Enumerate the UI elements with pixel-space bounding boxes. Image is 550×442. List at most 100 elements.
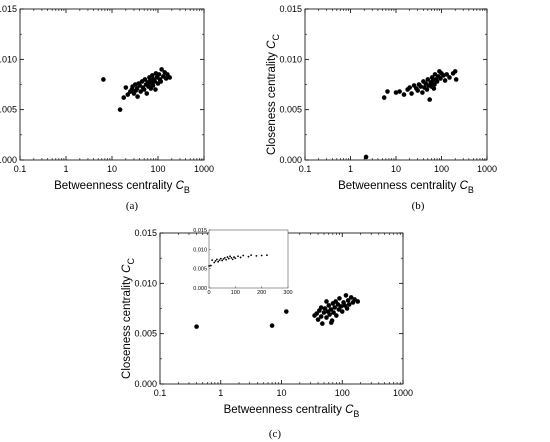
inset-data-point — [260, 254, 263, 257]
data-point — [397, 89, 402, 94]
data-point — [431, 86, 437, 91]
data-point — [328, 320, 334, 325]
inset-y-tick-label: 0.005 — [193, 267, 207, 273]
data-point — [363, 154, 369, 160]
data-point — [438, 76, 443, 81]
data-point — [156, 72, 162, 77]
inset-data-point — [226, 256, 229, 258]
plot-frame — [304, 8, 488, 161]
inset-data-point — [209, 264, 212, 267]
data-point — [345, 298, 351, 303]
y-tick-label: 0.000 — [134, 379, 157, 389]
data-point — [334, 313, 339, 318]
x-axis-label: Betweenness centrality CB — [54, 180, 190, 195]
data-point — [415, 88, 421, 93]
data-point — [318, 305, 324, 310]
caption-c: (c) — [269, 428, 282, 440]
y-axis-label: Closeness centrality CC — [121, 258, 136, 379]
data-point — [327, 312, 332, 317]
inset-data-point — [255, 255, 258, 257]
data-point — [135, 94, 140, 99]
data-point — [320, 321, 325, 326]
inset-data-point — [213, 261, 216, 264]
x-axis-label: Betweenness centrality CB — [338, 180, 474, 195]
inset-data-point — [247, 255, 250, 258]
data-point — [117, 107, 123, 112]
data-point — [144, 91, 150, 96]
data-point — [393, 90, 399, 95]
data-point — [121, 95, 127, 100]
x-tick-label: 1 — [63, 164, 68, 174]
inset-data-point — [233, 256, 235, 258]
data-point — [142, 77, 148, 82]
data-point — [194, 324, 199, 329]
data-point — [150, 83, 156, 88]
inset-x-tick-label: 200 — [257, 290, 266, 296]
data-point — [344, 306, 350, 311]
inset-data-point — [222, 258, 225, 260]
inset-y-tick-label: 0.010 — [193, 247, 207, 253]
inset-data-point — [242, 254, 245, 257]
data-point — [328, 307, 334, 312]
data-point — [385, 89, 390, 94]
data-point — [159, 67, 164, 72]
inset-data-point — [231, 258, 234, 261]
inset-y-tick-label: 0.015 — [193, 228, 207, 234]
y-tick-label: 0.010 — [0, 54, 17, 64]
x-tick-label: 1000 — [393, 388, 413, 398]
x-tick-label: 10 — [107, 164, 117, 174]
inset-data-point — [250, 254, 253, 257]
data-point — [434, 79, 440, 84]
x-tick-label: 0.1 — [299, 164, 312, 174]
data-point — [442, 78, 448, 83]
data-point — [407, 85, 412, 90]
inset-chart: 0 100 200 300 0.000 0.005 0.010 0.015 — [193, 228, 292, 296]
data-point — [123, 85, 129, 90]
inset-data-point — [221, 259, 224, 262]
inset-data-point — [225, 258, 228, 261]
inset-y-tick-label: 0.000 — [193, 286, 207, 292]
y-tick-label: 0.010 — [279, 54, 302, 64]
data-point — [453, 77, 459, 82]
caption-b: (b) — [412, 200, 425, 212]
data-point — [125, 92, 131, 97]
x-axis-label: Betweenness centrality CB — [224, 404, 360, 419]
y-axis-label: Closeness centrality CC — [266, 34, 281, 155]
inset-data-point — [229, 255, 231, 258]
x-tick-label: 0.1 — [154, 388, 167, 398]
data-point — [284, 309, 289, 314]
y-tick-label: 0.015 — [0, 4, 17, 14]
data-point — [452, 69, 458, 74]
inset-x-tick-label: 100 — [231, 290, 240, 296]
data-point — [420, 90, 425, 95]
y-tick-label: 0.000 — [279, 155, 302, 165]
x-tick-label: 1000 — [194, 164, 214, 174]
inset-data-point — [234, 257, 237, 260]
data-point — [444, 72, 449, 77]
data-point — [332, 305, 337, 310]
x-tick-label: 10 — [391, 164, 401, 174]
data-point — [447, 75, 452, 80]
y-tick-label: 0.000 — [0, 155, 17, 165]
inset-x-tick-label: 300 — [283, 290, 292, 296]
data-point — [318, 314, 324, 319]
data-point — [315, 317, 321, 322]
data-point — [337, 296, 342, 301]
inset-data-point — [266, 254, 268, 257]
x-tick-label: 100 — [434, 164, 449, 174]
data-point — [348, 295, 354, 300]
inset-data-point — [214, 260, 217, 262]
inset-data-point — [219, 257, 222, 260]
inset-data-point — [216, 258, 218, 261]
data-point — [153, 87, 158, 92]
inset-data-point — [227, 257, 230, 260]
x-tick-label: 1000 — [477, 164, 497, 174]
data-point — [424, 87, 430, 92]
data-point — [134, 86, 140, 91]
data-point — [409, 91, 414, 96]
data-point — [321, 310, 327, 315]
data-point — [269, 323, 275, 328]
y-tick-label: 0.005 — [134, 329, 157, 339]
data-point — [355, 299, 361, 304]
